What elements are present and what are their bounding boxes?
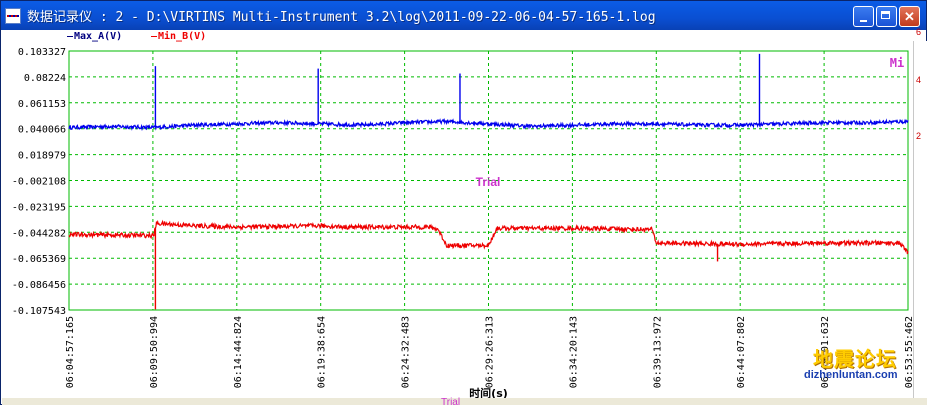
y-tick-label: -0.023195: [12, 202, 66, 213]
x-tick-label: 06:44:07:802: [736, 316, 747, 388]
y-tick-label: -0.002108: [12, 177, 66, 188]
series-line-max-a: [68, 118, 909, 132]
watermark-url: dizhenluntan.com: [804, 369, 898, 381]
legend-swatch-a: [67, 35, 73, 37]
x-tick-label: 06:34:20:143: [568, 316, 579, 388]
right-axis-label: 2: [916, 131, 922, 141]
x-tick-label: 06:39:13:972: [652, 316, 663, 388]
x-tick-label: 06:19:38:654: [317, 316, 328, 388]
x-tick-label: 06:04:57:165: [65, 316, 76, 388]
x-axis-label: 时间(s): [469, 386, 508, 400]
legend-series-a: Max_A(V): [67, 31, 122, 42]
legend-label-b: Min_B(V): [158, 31, 207, 42]
right-axis-label: 4: [916, 75, 922, 85]
x-tick-label: 06:29:26:313: [485, 316, 496, 388]
y-tick-label: 0.103327: [18, 47, 66, 58]
trial-overlay-label: Trial: [476, 175, 501, 189]
x-tick-label: 06:14:44:824: [233, 316, 244, 388]
title-bar[interactable]: 数据记录仪 : 2 - D:\VIRTINS Multi-Instrument …: [1, 1, 926, 30]
x-tick-label: 06:49:01:632: [820, 316, 831, 388]
legend-series-b: Min_B(V): [151, 31, 206, 42]
y-tick-label: 0.018979: [18, 151, 66, 162]
series-line-min-b: [68, 219, 909, 255]
x-tick-label: 06:24:32:483: [401, 316, 412, 388]
maximize-button[interactable]: [876, 6, 897, 27]
status-strip: [2, 398, 927, 405]
minimize-button[interactable]: [853, 6, 874, 27]
y-tick-label: -0.044282: [12, 228, 66, 239]
y-tick-label: 0.061153: [18, 99, 66, 110]
y-tick-label: -0.107543: [12, 306, 66, 317]
y-tick-label: 0.040066: [18, 125, 66, 136]
window-controls: ✕: [853, 6, 920, 27]
legend-swatch-b: [151, 35, 157, 37]
y-tick-label: -0.065369: [12, 254, 66, 265]
right-axis-strip: 6 4 2: [913, 27, 927, 398]
y-tick-label: 0.08224: [24, 73, 66, 84]
legend-label-a: Max_A(V): [74, 31, 123, 42]
forum-watermark: 地震论坛 dizhenluntan.com: [801, 341, 921, 391]
app-icon[interactable]: [5, 7, 21, 24]
close-button[interactable]: ✕: [899, 6, 920, 27]
mi-overlay-label: Mi: [890, 56, 904, 70]
x-tick-label: 06:53:55:462: [904, 316, 915, 388]
x-tick-label: 06:09:50:994: [149, 316, 160, 388]
y-tick-label: -0.086456: [12, 280, 66, 291]
trial-watermark-bottom: Trial: [441, 397, 461, 408]
window-title: 数据记录仪 : 2 - D:\VIRTINS Multi-Instrument …: [27, 10, 656, 25]
watermark-title: 地震论坛: [813, 347, 897, 371]
right-axis-label: 6: [916, 27, 922, 37]
